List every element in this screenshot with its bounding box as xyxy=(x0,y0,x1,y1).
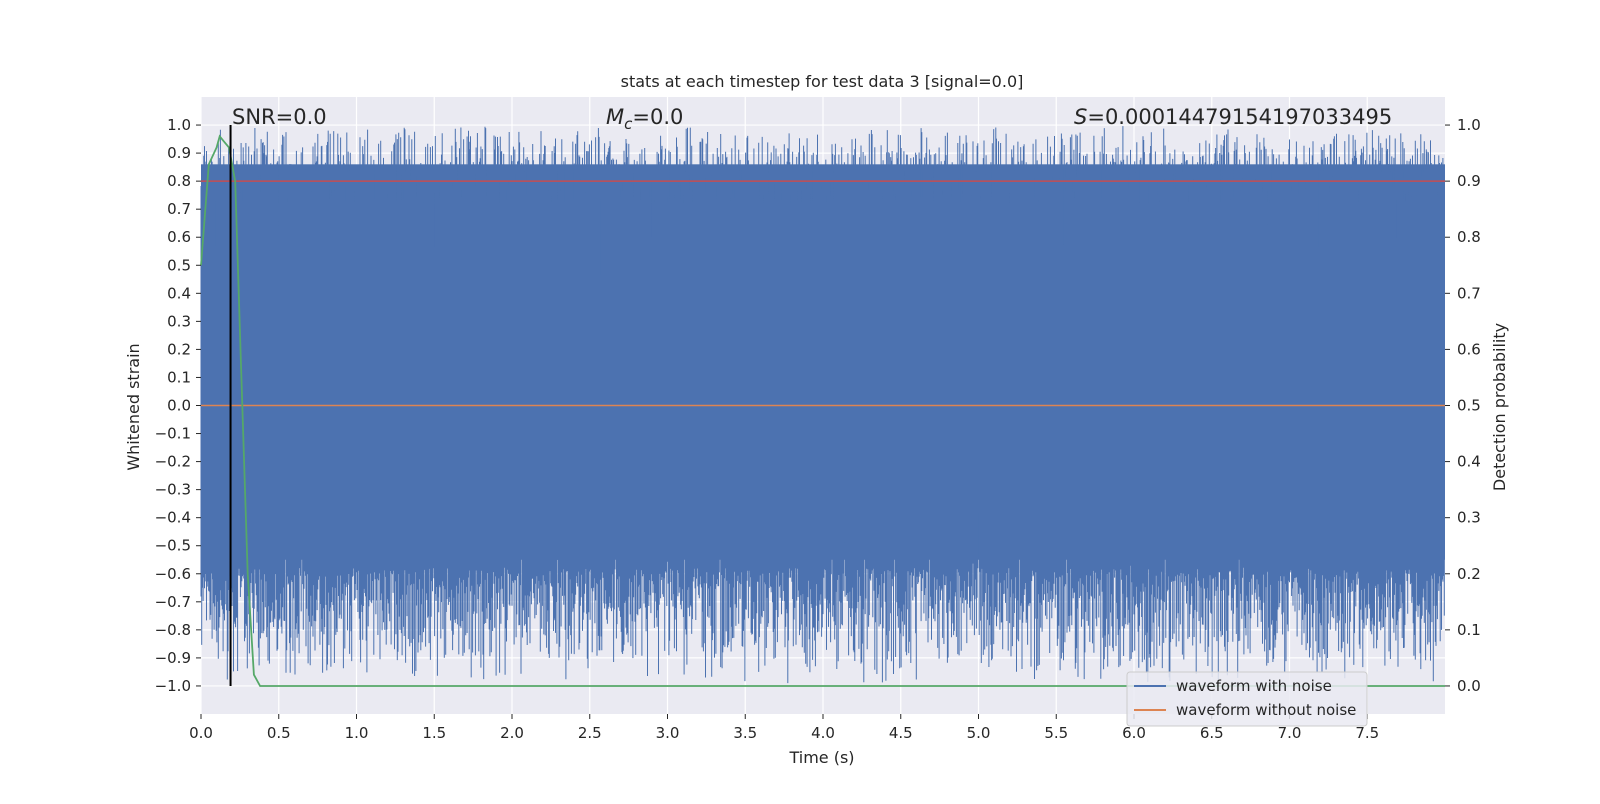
y-left-tick-label: 0.2 xyxy=(167,340,191,358)
y-left-tick-label: −0.2 xyxy=(155,453,191,471)
x-tick-label: 3.0 xyxy=(656,724,680,742)
x-tick-label: 7.0 xyxy=(1278,724,1302,742)
y-right-tick-label: 0.6 xyxy=(1457,340,1481,358)
legend-label-noise: waveform with noise xyxy=(1176,677,1332,695)
legend: waveform with noise waveform without noi… xyxy=(1126,671,1368,727)
y-left-tick-label: −0.5 xyxy=(155,537,191,555)
y-left-tick-label: −0.1 xyxy=(155,425,191,443)
legend-label-clean: waveform without noise xyxy=(1176,701,1356,719)
x-tick-label: 5.5 xyxy=(1044,724,1068,742)
x-tick-label: 0.0 xyxy=(189,724,213,742)
detection-probability-line xyxy=(200,134,1445,687)
y-right-tick-label: 0.4 xyxy=(1457,453,1481,471)
x-tick-label: 1.0 xyxy=(345,724,369,742)
y-left-tick-label: 0.5 xyxy=(167,256,191,274)
y-left-tick-label: 1.0 xyxy=(167,116,191,134)
x-tick-label: 6.0 xyxy=(1122,724,1146,742)
y-left-tick-label: −0.6 xyxy=(155,565,191,583)
x-axis: 0.0 0.5 1.0 1.5 2.0 2.5 3.0 3.5 4.0 4.5 5.0 5.5 6.0 6… xyxy=(189,714,1379,742)
y-right-tick-label: 0.2 xyxy=(1457,565,1481,583)
y-left-tick-label: 0.9 xyxy=(167,144,191,162)
y-axis-left: 1.0 0.9 0.8 0.7 0.6 0.5 0.4 0.3 0.2 0.1 0.0 −0.1 −0.… xyxy=(155,116,201,695)
y-right-tick-label: 0.3 xyxy=(1457,509,1481,527)
y-left-tick-label: 0.6 xyxy=(167,228,191,246)
x-tick-label: 0.5 xyxy=(267,724,291,742)
y-right-tick-label: 0.0 xyxy=(1457,677,1481,695)
y-left-tick-label: 0.3 xyxy=(167,312,191,330)
x-tick-label: 2.5 xyxy=(578,724,602,742)
chirp-mass-annotation: Mc=0.0 xyxy=(606,105,683,133)
y-right-tick-label: 0.1 xyxy=(1457,621,1481,639)
y-left-tick-label: −0.4 xyxy=(155,509,191,527)
y-right-tick-label: 0.5 xyxy=(1457,397,1481,415)
y-left-tick-label: −0.8 xyxy=(155,621,191,639)
x-tick-label: 4.0 xyxy=(811,724,835,742)
noise-path xyxy=(200,126,1445,684)
x-tick-label: 6.5 xyxy=(1200,724,1224,742)
x-axis-label: Time (s) xyxy=(788,748,854,767)
x-tick-label: 4.5 xyxy=(889,724,913,742)
x-tick-label: 2.0 xyxy=(500,724,524,742)
y-left-tick-label: −0.7 xyxy=(155,593,191,611)
y-right-tick-label: 0.9 xyxy=(1457,172,1481,190)
y-left-tick-label: −1.0 xyxy=(155,677,191,695)
y-left-tick-label: 0.1 xyxy=(167,368,191,386)
y-left-tick-label: 0.7 xyxy=(167,200,191,218)
snr-annotation: SNR=0.0 xyxy=(232,105,327,129)
y-right-tick-label: 0.8 xyxy=(1457,228,1481,246)
legend-box xyxy=(1126,671,1368,727)
y-right-tick-label: 1.0 xyxy=(1457,116,1481,134)
x-tick-label: 5.0 xyxy=(967,724,991,742)
series-lines xyxy=(200,125,1445,687)
y-left-tick-label: 0.4 xyxy=(167,284,191,302)
x-tick-label: 7.5 xyxy=(1355,724,1379,742)
x-tick-label: 3.5 xyxy=(733,724,757,742)
y-axis-right-label: Detection probability xyxy=(1490,323,1509,491)
y-left-tick-label: 0.8 xyxy=(167,172,191,190)
series-waveform-with-noise xyxy=(200,126,1445,684)
chart-title: stats at each timestep for test data 3 [… xyxy=(621,72,1024,91)
y-left-tick-label: −0.3 xyxy=(155,481,191,499)
y-right-tick-label: 0.7 xyxy=(1457,284,1481,302)
y-left-tick-label: −0.9 xyxy=(155,649,191,667)
y-left-tick-label: 0.0 xyxy=(167,397,191,415)
s-annotation: S=0.00014479154197033495 xyxy=(1074,105,1392,129)
x-tick-label: 1.5 xyxy=(422,724,446,742)
y-axis-left-label: Whitened strain xyxy=(124,343,143,470)
y-axis-right: 1.0 0.9 0.8 0.7 0.6 0.5 0.4 0.3 0.2 0.1 0.0 xyxy=(1445,116,1481,695)
